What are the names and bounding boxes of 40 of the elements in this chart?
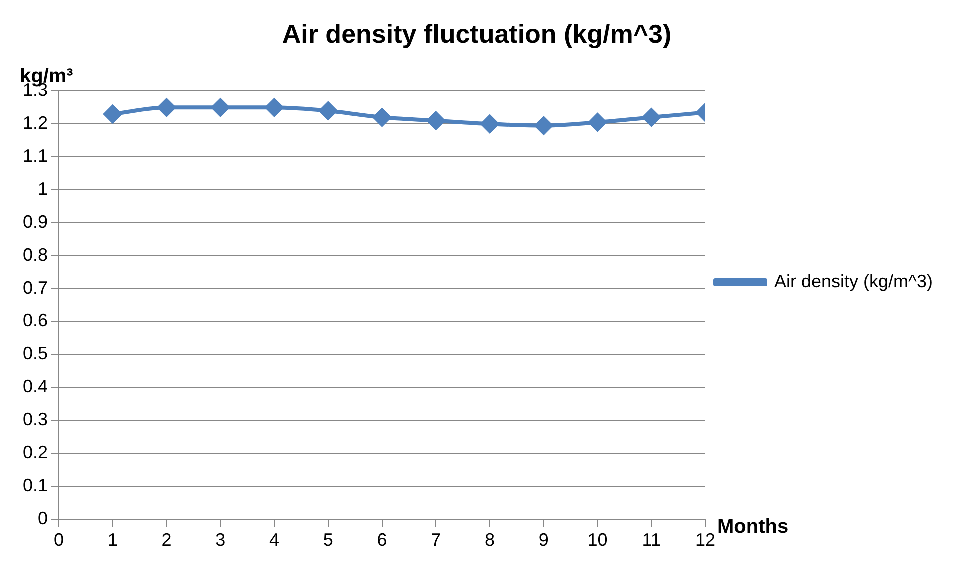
point [642, 108, 661, 127]
y-tick-label: 0.9 [22, 212, 48, 232]
chart-title: Air density fluctuation (kg/m^3) [282, 18, 672, 49]
x-tick-label: 10 [588, 530, 608, 550]
y-tick-label: 1.2 [22, 113, 48, 134]
y-tick-label: 1.1 [22, 146, 48, 166]
y-tick-label: 0.2 [22, 442, 48, 462]
x-tick-label: 4 [270, 530, 280, 550]
y-tick-label: 0.5 [22, 344, 48, 364]
x-tick-label: 1 [108, 530, 118, 550]
x-tick-label: 8 [485, 530, 496, 550]
legend-label: Air density (kg/m^3) [774, 271, 933, 292]
x-tick-label: 2 [162, 530, 172, 550]
y-tick-label: 0.8 [22, 244, 48, 265]
point [427, 112, 446, 130]
x-axis-title: Months [718, 516, 789, 538]
x-tick-label: 7 [431, 530, 442, 550]
y-tick-label: 0.4 [22, 376, 48, 397]
x-tick-label: 3 [216, 530, 226, 550]
point [319, 102, 338, 120]
point [266, 98, 284, 117]
y-tick-label: 0 [38, 508, 48, 528]
y-tick-label: 0.1 [22, 475, 48, 496]
y-tick-label: 1 [38, 178, 48, 199]
point [588, 113, 607, 132]
x-tick-label: 5 [323, 530, 334, 550]
point [481, 115, 500, 134]
x-tick-label: 11 [642, 530, 661, 550]
point [212, 98, 230, 117]
x-tick-label: 12 [695, 530, 716, 550]
y-tick-label: 0.6 [22, 310, 48, 331]
y-tick-label: 0.3 [22, 410, 48, 430]
point [104, 105, 122, 124]
x-tick-label: 6 [377, 530, 388, 550]
point [158, 98, 176, 117]
point [373, 108, 392, 127]
y-tick-label: 0.7 [22, 278, 48, 298]
x-tick-label: 9 [538, 530, 549, 550]
x-tick-label: 0 [54, 530, 64, 550]
point [534, 116, 553, 135]
